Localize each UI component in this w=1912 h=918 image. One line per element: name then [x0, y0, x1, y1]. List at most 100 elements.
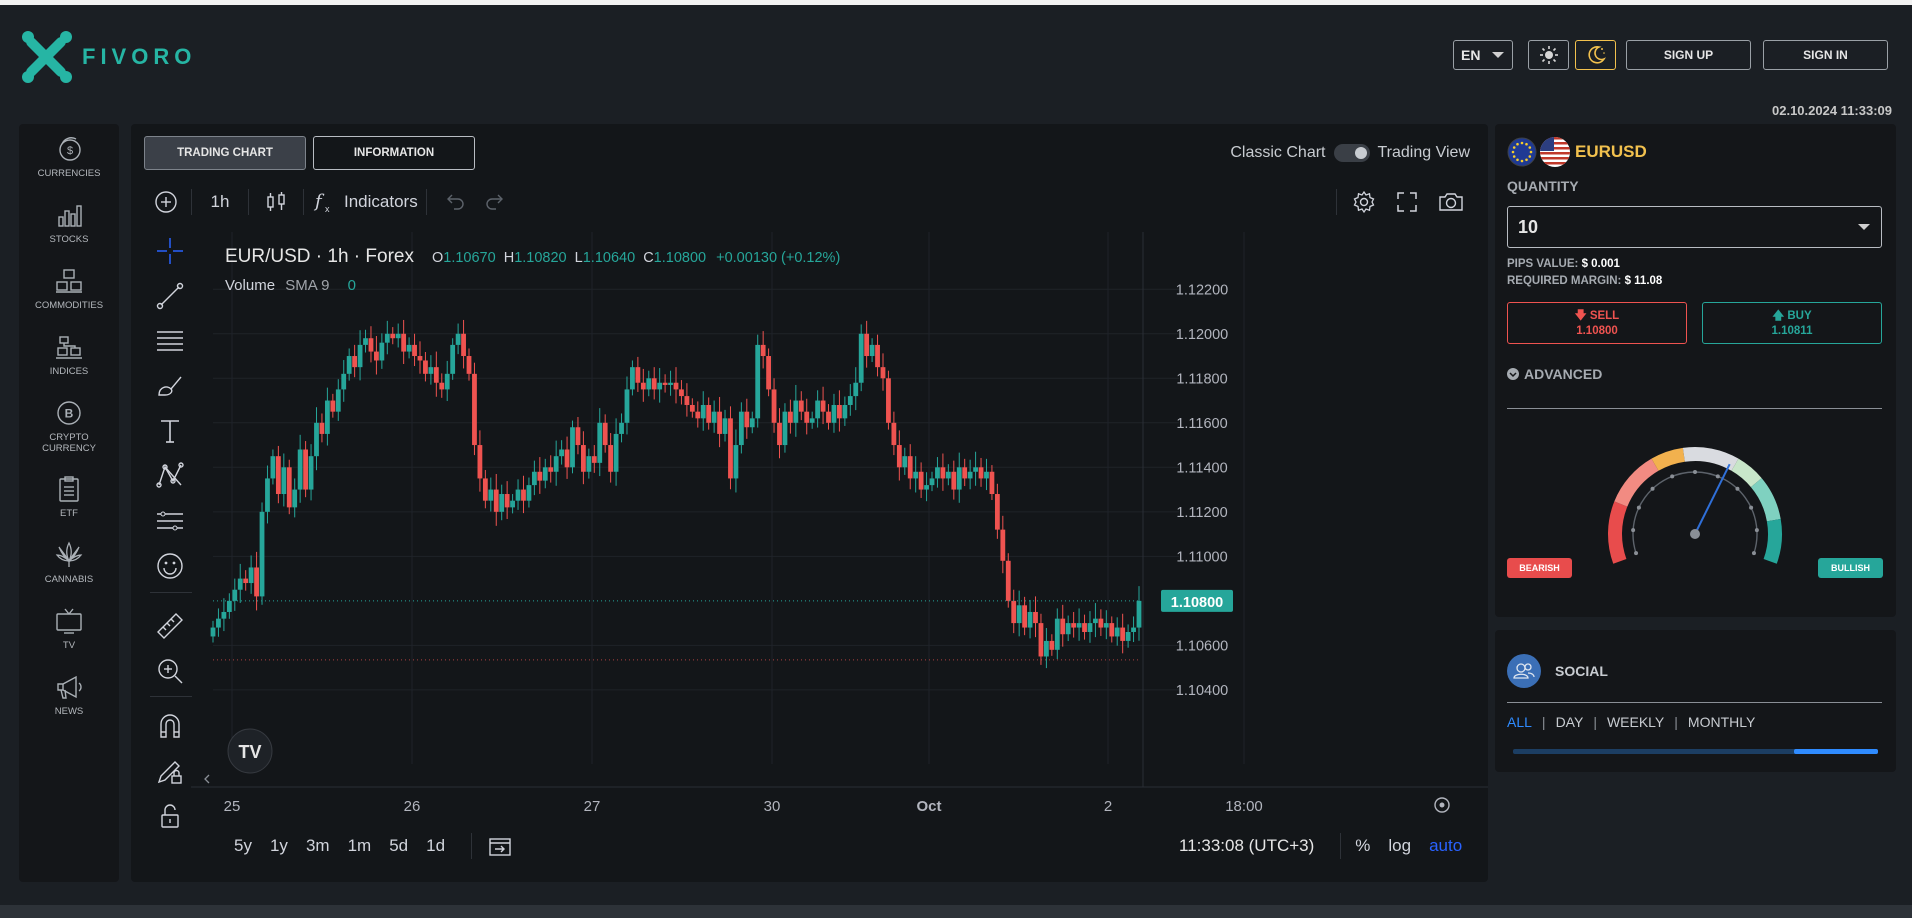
- candle-body: [809, 418, 815, 423]
- candle-body: [472, 373, 477, 446]
- fullscreen-button[interactable]: [1383, 185, 1431, 219]
- undo-button[interactable]: [435, 185, 475, 219]
- candle-body: [226, 600, 232, 612]
- fib-retracement-tool[interactable]: [153, 324, 187, 358]
- chart-settings-button[interactable]: [1345, 185, 1383, 219]
- candle-body: [531, 471, 537, 486]
- sidebar-item-tv[interactable]: TV: [19, 606, 119, 651]
- sidebar-item-stocks[interactable]: STOCKS: [19, 200, 119, 245]
- candle-body: [777, 422, 782, 446]
- trend-line-icon: [156, 282, 184, 310]
- sign-up-button[interactable]: SIGN UP: [1626, 40, 1751, 70]
- price-tick-label: 1.11200: [1176, 505, 1227, 521]
- add-symbol-button[interactable]: [149, 185, 183, 219]
- sidebar-item-news[interactable]: NEWS: [19, 672, 119, 717]
- theme-dark-button[interactable]: [1575, 40, 1616, 70]
- magnet-tool[interactable]: [153, 709, 187, 743]
- quantity-select[interactable]: 10: [1507, 206, 1882, 248]
- sell-button[interactable]: 🡇 SELL 1.10800: [1507, 302, 1687, 344]
- log-scale-toggle[interactable]: log: [1388, 836, 1412, 855]
- range-1d[interactable]: 1d: [426, 836, 446, 855]
- chart-style-button[interactable]: [257, 185, 295, 219]
- chart-clock[interactable]: 11:33:08 (UTC+3): [1179, 836, 1315, 855]
- tab-information[interactable]: INFORMATION: [313, 136, 475, 170]
- forecast-tool[interactable]: [153, 504, 187, 538]
- language-value: EN: [1461, 47, 1481, 63]
- cannabis-leaf-icon: [55, 541, 83, 567]
- last-price-badge: [1161, 589, 1233, 612]
- theme-light-button[interactable]: [1528, 40, 1569, 70]
- filter-monthly[interactable]: MONTHLY: [1687, 714, 1756, 730]
- language-select[interactable]: EN: [1453, 40, 1513, 70]
- trend-line-tool[interactable]: [153, 279, 187, 313]
- brand-logo[interactable]: FIVORO: [18, 27, 196, 87]
- candle-body: [330, 400, 336, 412]
- sign-in-button[interactable]: SIGN IN: [1763, 40, 1888, 70]
- sidebar-item-cannabis[interactable]: CANNABIS: [19, 540, 119, 585]
- range-1m[interactable]: 1m: [347, 836, 372, 855]
- social-divider: [1507, 702, 1882, 703]
- classic-chart-label[interactable]: Classic Chart: [1230, 144, 1326, 161]
- plus-circle-icon: [155, 191, 177, 213]
- price-chart[interactable]: 1.12200 1.12000 1.11800 1.11600 1.11400 1.112…: [131, 124, 1488, 824]
- candle-body: [646, 378, 652, 390]
- crosshair-tool[interactable]: [153, 234, 187, 268]
- legend-symbol[interactable]: EUR/USD · 1h · Forex: [225, 246, 414, 267]
- pattern-tool[interactable]: [153, 459, 187, 493]
- candle-body: [924, 485, 929, 490]
- pips-value: $ 0.001: [1581, 258, 1620, 270]
- candle-body: [450, 344, 456, 374]
- tradingview-logo: [227, 728, 273, 774]
- lock-drawing-tool[interactable]: [153, 754, 187, 788]
- candle-body: [281, 467, 287, 495]
- chart-type-switch[interactable]: [1333, 144, 1370, 162]
- interval-button[interactable]: 1h: [210, 192, 230, 211]
- zoom-in-tool[interactable]: [153, 654, 187, 688]
- redo-button[interactable]: [475, 185, 515, 219]
- icon-tool[interactable]: [153, 549, 187, 583]
- sidebar-item-etf[interactable]: ETF: [19, 474, 119, 519]
- gauge-segment: [1763, 518, 1782, 564]
- trading-view-label[interactable]: Trading View: [1377, 144, 1471, 161]
- sidebar-item-currencies[interactable]: $ CURRENCIES: [19, 134, 119, 179]
- measure-tool[interactable]: [153, 609, 187, 643]
- filter-day[interactable]: DAY: [1555, 714, 1584, 730]
- text-tool[interactable]: [153, 414, 187, 448]
- candle-body: [1098, 618, 1104, 628]
- candle-body: [630, 367, 635, 390]
- buy-button[interactable]: 🡅 BUY 1.10811: [1702, 302, 1882, 344]
- goto-date-icon[interactable]: [488, 835, 512, 857]
- gauge-segment: [1608, 501, 1628, 564]
- range-3m[interactable]: 3m: [305, 836, 330, 855]
- candle-body: [815, 400, 821, 419]
- tab-trading-chart[interactable]: TRADING CHART: [144, 136, 306, 170]
- candle-body: [989, 471, 995, 495]
- candle-body: [717, 411, 722, 434]
- tv-icon: [56, 608, 82, 634]
- price-tick-label: 1.11000: [1176, 549, 1227, 565]
- brush-tool[interactable]: [153, 369, 187, 403]
- svg-text:B: B: [65, 407, 74, 421]
- candle-body: [733, 445, 739, 479]
- sidebar-item-crypto-currency[interactable]: B CRYPTO CURRENCY: [19, 398, 119, 454]
- filter-all[interactable]: ALL: [1507, 714, 1532, 730]
- auto-scale-toggle[interactable]: auto: [1429, 836, 1463, 855]
- candle-body: [1000, 529, 1006, 561]
- sidebar-item-commodities[interactable]: COMMODITIES: [19, 266, 119, 311]
- unlock-tool[interactable]: [153, 799, 187, 833]
- chevron-down-icon: [1492, 52, 1504, 58]
- candle-body: [1093, 618, 1098, 624]
- candle-body: [951, 471, 957, 490]
- candle-body: [537, 471, 543, 481]
- advanced-toggle[interactable]: ADVANCED: [1507, 366, 1602, 382]
- filter-weekly[interactable]: WEEKLY: [1606, 714, 1665, 730]
- range-5d[interactable]: 5d: [389, 836, 409, 855]
- range-5y[interactable]: 5y: [234, 836, 252, 855]
- snapshot-button[interactable]: [1431, 185, 1471, 219]
- percent-scale-toggle[interactable]: %: [1355, 836, 1371, 855]
- candle-body: [515, 489, 521, 501]
- sidebar-item-indices[interactable]: INDICES: [19, 332, 119, 377]
- range-1y[interactable]: 1y: [269, 836, 288, 855]
- candle-body: [591, 456, 597, 463]
